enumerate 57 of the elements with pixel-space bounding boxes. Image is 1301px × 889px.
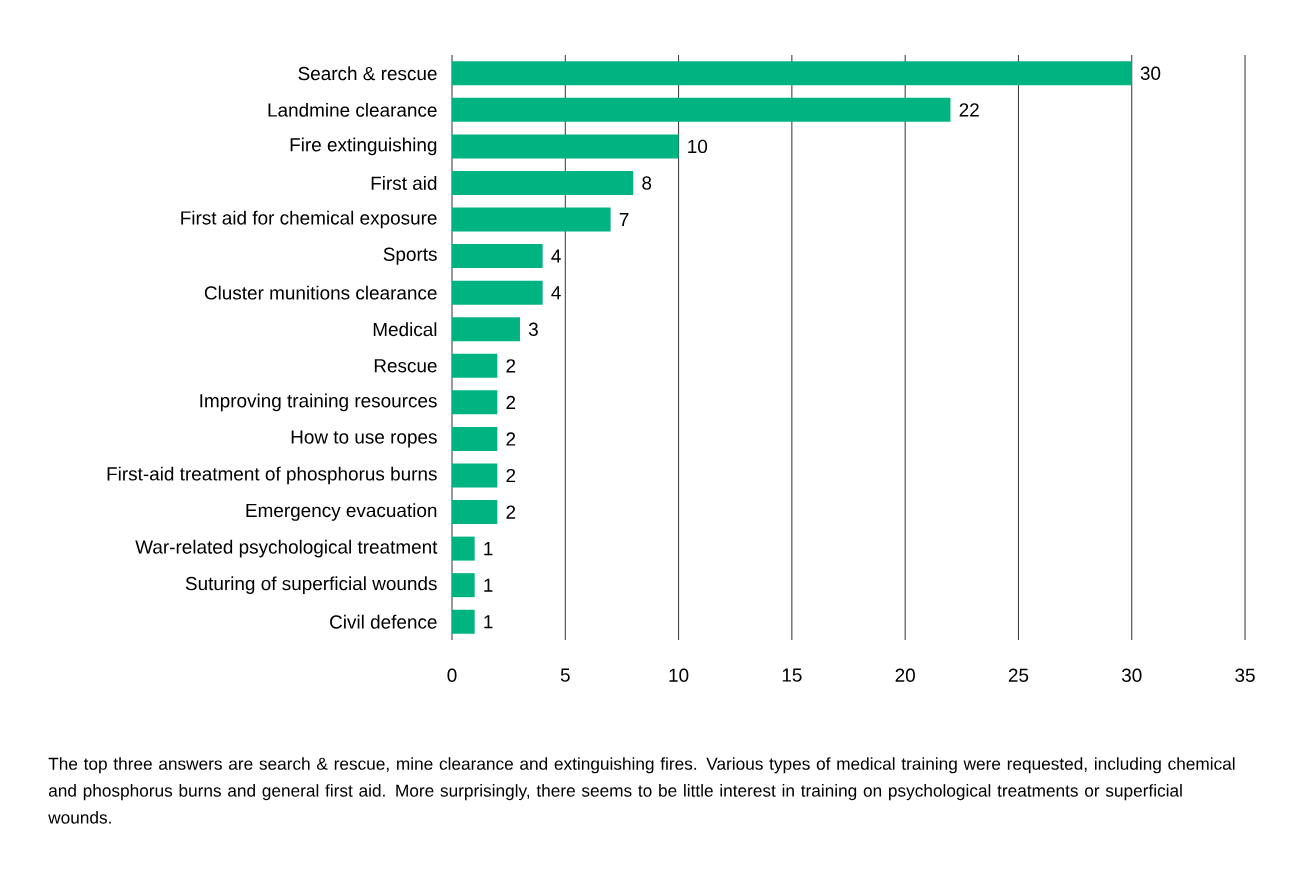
bar: [452, 317, 520, 342]
x-tick-label: 15: [782, 668, 802, 682]
bar: [452, 500, 498, 525]
bar: [452, 97, 951, 122]
y-tick-label: First aid: [371, 176, 437, 190]
bar: [452, 463, 498, 488]
bar: [452, 353, 498, 378]
y-tick-label: Rescue: [374, 359, 437, 373]
x-tick-label: 5: [560, 668, 570, 682]
bar: [452, 609, 475, 634]
x-tick-label: 0: [447, 668, 457, 682]
y-tick-label: Suturing of superficial wounds: [185, 576, 437, 594]
data-label: 8: [642, 176, 652, 190]
data-label: 2: [506, 432, 516, 446]
bar: [452, 244, 543, 269]
bar: [452, 61, 1132, 86]
y-tick-label: First-aid treatment of phosphorus burns: [107, 466, 437, 485]
y-tick-label: War-related psychological treatment: [135, 539, 438, 558]
y-tick-label: First aid for chemical exposure: [181, 210, 437, 229]
y-tick-label: Sports: [383, 247, 437, 265]
y-tick-label: Civil defence: [330, 614, 437, 629]
y-tick-label: Medical: [373, 322, 437, 337]
data-label: 1: [484, 578, 493, 592]
data-label: 30: [1140, 66, 1161, 80]
bar: [452, 426, 498, 451]
data-label: 1: [484, 615, 493, 629]
y-tick-label: Landmine clearance: [268, 102, 437, 117]
data-label: 22: [959, 103, 979, 117]
data-label: 1: [484, 542, 493, 556]
bar: [452, 207, 611, 232]
bar: [452, 390, 498, 415]
y-tick-label: Emergency evacuation: [246, 503, 437, 521]
bar: [452, 573, 475, 598]
x-tick-label: 30: [1121, 668, 1142, 682]
data-label: 2: [506, 468, 516, 483]
data-label: 2: [506, 359, 516, 373]
y-tick-label: How to use ropes: [291, 430, 437, 448]
data-label: 3: [528, 322, 538, 336]
y-tick-label: Fire extinguishing: [290, 137, 437, 156]
bar: [452, 134, 679, 159]
x-tick-label: 20: [895, 668, 915, 682]
data-label: 2: [506, 505, 516, 519]
data-label: 4: [551, 286, 561, 300]
data-label: 4: [551, 249, 561, 263]
x-tick-label: 35: [1235, 668, 1255, 682]
y-tick-label: Improving training resources: [200, 393, 437, 412]
text: The top three answers are search & rescue, mine clearance and extinguishing fires. Various types of medical training were requested, including chemical and phosphorus burns and general first aid. More surprisingly, there seems to be little interest in training on psychological treatments or superficial wounds.: [48, 757, 1235, 824]
bar: [452, 280, 543, 305]
bar: [452, 170, 634, 195]
data-label: 7: [619, 213, 629, 227]
x-tick-label: 10: [669, 668, 689, 682]
x-tick-label: 25: [1008, 668, 1029, 682]
data-label: 2: [506, 395, 516, 409]
bar: [452, 536, 475, 561]
y-tick-label: Cluster munitions clearance: [204, 285, 437, 300]
y-tick-label: Search & rescue: [298, 66, 437, 81]
data-label: 10: [688, 139, 708, 154]
